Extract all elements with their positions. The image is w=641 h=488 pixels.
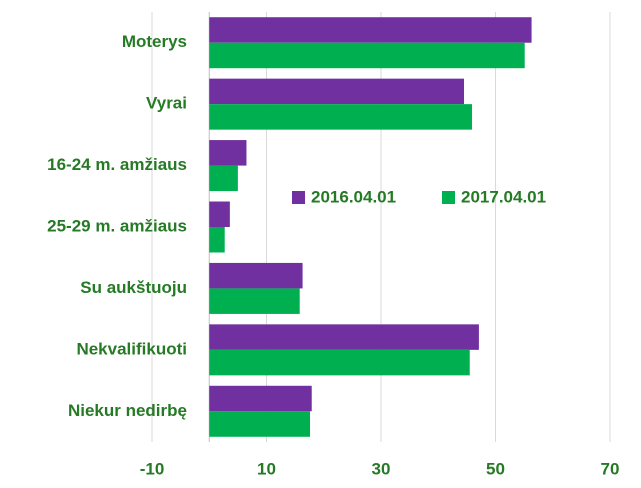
x-tick-label: 30 [372, 459, 391, 478]
bar [209, 385, 312, 412]
y-tick-label: 25-29 m. amžiaus [47, 216, 187, 235]
bar [209, 78, 465, 105]
bar [209, 42, 525, 69]
bar [209, 104, 473, 130]
x-tick-label: 50 [486, 459, 505, 478]
legend-swatch [292, 191, 305, 204]
x-tick-label: 10 [257, 459, 276, 478]
y-tick-label: Su aukštuoju [80, 278, 187, 297]
legend-label: 2016.04.01 [311, 187, 396, 206]
bar [209, 17, 532, 43]
bar [209, 349, 470, 376]
bar [209, 140, 247, 166]
bar [209, 165, 238, 192]
bar [209, 227, 225, 253]
legend-label: 2017.04.01 [461, 187, 546, 206]
legend-swatch [442, 191, 455, 204]
bar [209, 411, 311, 437]
x-tick-label: 70 [601, 459, 620, 478]
bar [209, 324, 479, 350]
y-tick-label: 16-24 m. amžiaus [47, 155, 187, 174]
x-tick-label: -10 [140, 459, 165, 478]
bar [209, 262, 303, 289]
y-tick-label: Niekur nedirbę [68, 401, 187, 420]
bar [209, 201, 230, 227]
y-tick-label: Vyrai [146, 94, 187, 113]
y-tick-label: Nekvalifikuoti [76, 339, 187, 358]
bar [209, 288, 300, 314]
y-tick-label: Moterys [122, 32, 187, 51]
